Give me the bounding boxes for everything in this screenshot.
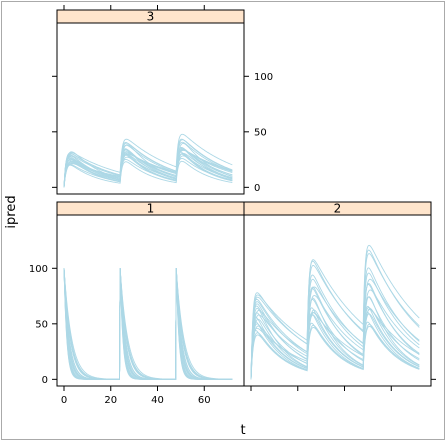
x-tick-label: 20 <box>104 395 117 406</box>
panels: 1 2 3 <box>56 9 432 387</box>
series-line <box>250 249 420 380</box>
series-line <box>250 305 420 380</box>
x-tick-label: 60 <box>198 395 211 406</box>
strip <box>56 9 245 24</box>
series-line <box>250 313 420 380</box>
series-line <box>250 283 420 380</box>
series-line <box>250 308 420 380</box>
series-line <box>63 160 233 188</box>
strip <box>243 201 432 216</box>
panel-2: 2 <box>243 201 432 387</box>
panel-series <box>250 244 420 380</box>
series-line <box>63 147 233 188</box>
series-line <box>250 321 420 380</box>
y-tick-label: 0 <box>42 375 48 386</box>
series-line <box>63 153 233 188</box>
strip-label: 3 <box>147 10 155 24</box>
x-axis-title: t <box>240 423 245 438</box>
series-line <box>250 267 420 380</box>
series-line <box>63 268 233 380</box>
series-line <box>250 296 420 380</box>
series-line <box>63 151 233 188</box>
y-tick-label: 50 <box>254 127 267 138</box>
series-line <box>250 272 420 380</box>
series-line <box>250 311 420 380</box>
y-axis-title: ipred <box>4 195 19 228</box>
panel-3: 3 <box>56 9 245 195</box>
series-line <box>63 268 233 380</box>
panel-1: 1 <box>56 201 245 387</box>
panel-series <box>63 133 233 188</box>
series-line <box>250 323 420 380</box>
series-line <box>63 142 233 188</box>
x-tick-label: 0 <box>61 395 67 406</box>
axes: 0 20 40 60 0 50 100 0 50 100 <box>29 5 436 406</box>
series-line <box>250 244 420 380</box>
y-tick-label: 0 <box>254 183 260 194</box>
strip-label: 1 <box>147 202 155 216</box>
y-tick-label: 50 <box>35 319 48 330</box>
y-tick-label: 100 <box>254 72 273 83</box>
series-line <box>63 138 233 188</box>
series-line <box>63 133 233 188</box>
series-line <box>63 268 233 380</box>
series-line <box>63 147 233 188</box>
series-line <box>250 296 420 380</box>
y-tick-label: 100 <box>29 264 48 275</box>
strip-label: 2 <box>334 202 342 216</box>
panel-series <box>63 268 233 380</box>
x-tick-label: 40 <box>151 395 164 406</box>
panel-frame <box>56 214 245 387</box>
series-line <box>250 309 420 380</box>
